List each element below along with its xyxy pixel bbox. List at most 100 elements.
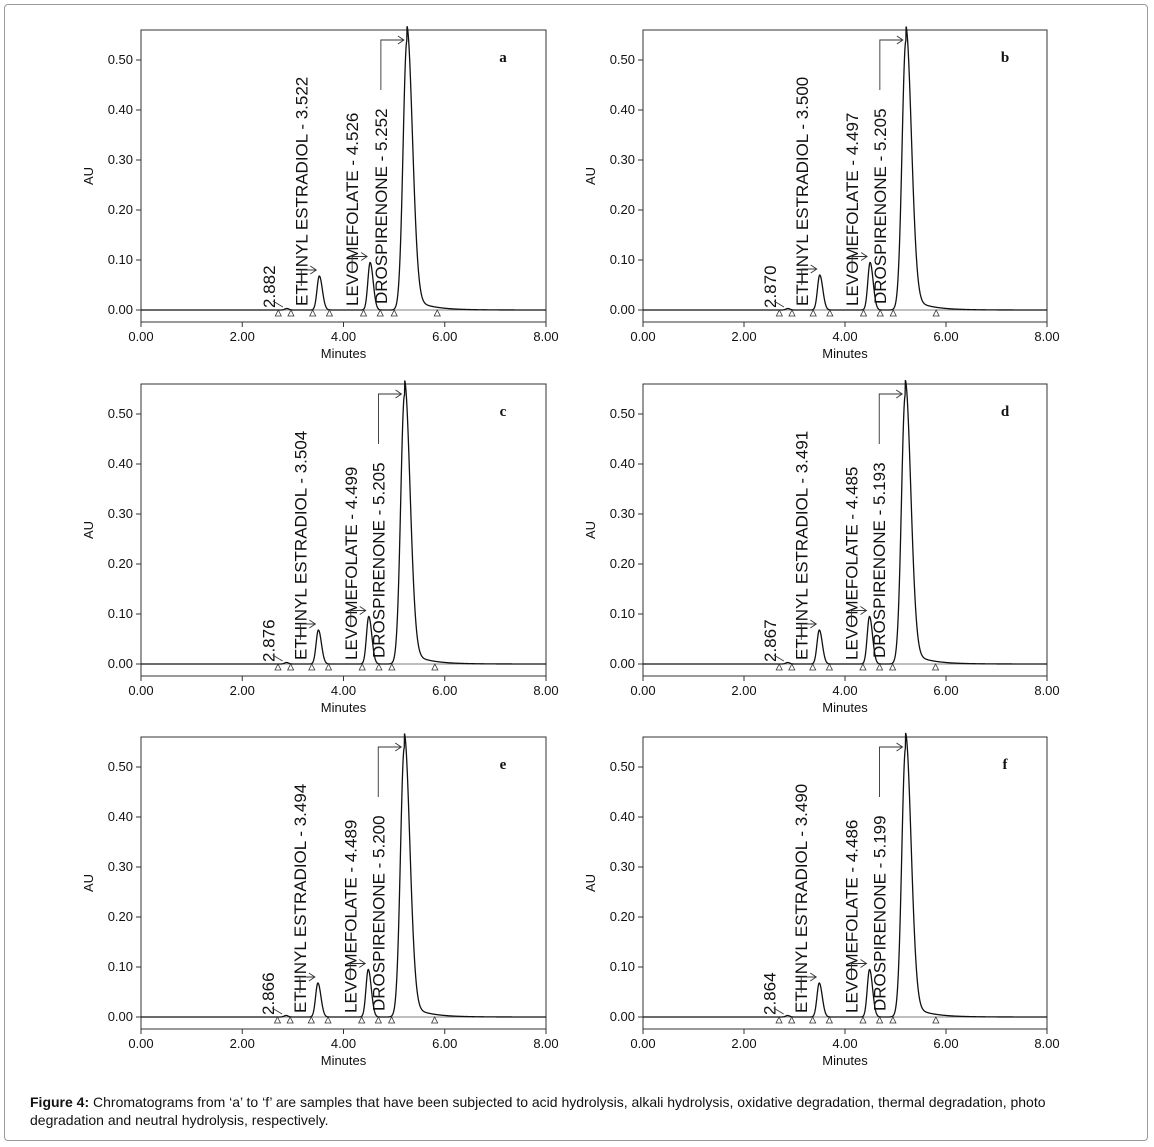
peak-leader bbox=[879, 39, 903, 90]
peak-leader bbox=[878, 393, 903, 444]
y-tick-label: 0.00 bbox=[610, 1009, 635, 1024]
integration-marker bbox=[888, 663, 897, 671]
integration-marker bbox=[358, 663, 366, 671]
peak-label: 2.866 bbox=[259, 972, 278, 1015]
x-tick-label: 0.00 bbox=[630, 329, 655, 344]
y-axis-title: AU bbox=[81, 521, 96, 539]
y-axis-title: AU bbox=[583, 167, 598, 185]
peak-leader bbox=[773, 654, 784, 662]
integration-marker bbox=[775, 663, 783, 671]
y-tick-label: 0.20 bbox=[610, 202, 635, 217]
peak-label: DROSPIRENONE - 5.205 bbox=[871, 108, 890, 304]
integration-marker bbox=[809, 309, 817, 317]
x-tick-label: 8.00 bbox=[533, 1036, 558, 1051]
x-tick-label: 4.00 bbox=[832, 683, 857, 698]
y-tick-label: 0.50 bbox=[610, 406, 635, 421]
x-tick-label: 6.00 bbox=[432, 683, 457, 698]
peak-leader bbox=[351, 256, 368, 273]
peak-arrow bbox=[810, 619, 818, 629]
integration-marker bbox=[859, 1016, 867, 1024]
y-tick-label: 0.00 bbox=[610, 302, 635, 317]
peak-arrow bbox=[395, 389, 403, 399]
peak-label: ETHINYL ESTRADIOL - 3.504 bbox=[291, 431, 310, 660]
integration-marker bbox=[375, 663, 383, 671]
y-tick-label: 0.10 bbox=[108, 959, 133, 974]
integration-marker bbox=[825, 1016, 833, 1024]
integration-marker bbox=[859, 663, 867, 671]
chart-panel-a: 0.00 0.10 0.20 0.30 0.40 0.50 0.00 2.00 4.00 6.00… bbox=[81, 26, 559, 361]
peak-arrow bbox=[896, 742, 904, 752]
integration-marker bbox=[387, 1016, 396, 1024]
peak-arrow bbox=[860, 252, 868, 261]
peak-leader bbox=[773, 300, 785, 308]
x-tick-label: 4.00 bbox=[832, 329, 857, 344]
y-tick-label: 0.10 bbox=[610, 252, 635, 267]
x-tick-label: 2.00 bbox=[230, 683, 255, 698]
chart-panel-b: 0.00 0.10 0.20 0.30 0.40 0.50 0.00 2.00 4.00 6.00… bbox=[583, 26, 1060, 361]
x-axis-title: Minutes bbox=[321, 346, 367, 361]
y-tick-label: 0.30 bbox=[108, 506, 133, 521]
y-tick-label: 0.40 bbox=[610, 456, 635, 471]
y-tick-label: 0.20 bbox=[108, 556, 133, 571]
y-tick-label: 0.20 bbox=[610, 909, 635, 924]
y-tick-label: 0.30 bbox=[610, 152, 635, 167]
integration-marker bbox=[286, 1016, 294, 1024]
y-tick-label: 0.30 bbox=[108, 859, 133, 874]
y-tick-label: 0.50 bbox=[610, 759, 635, 774]
chromatogram-trace bbox=[141, 380, 546, 665]
peak-arrow bbox=[359, 606, 367, 615]
panel-letter: d bbox=[1001, 404, 1010, 420]
integration-marker bbox=[274, 663, 282, 671]
integration-marker bbox=[324, 1016, 332, 1024]
x-tick-label: 8.00 bbox=[533, 683, 558, 698]
y-axis-title: AU bbox=[583, 874, 598, 892]
peak-label: LEVOMEFOLATE - 4.499 bbox=[342, 467, 361, 660]
x-tick-label: 6.00 bbox=[432, 1036, 457, 1051]
peak-leader bbox=[801, 268, 817, 285]
integration-marker bbox=[390, 309, 398, 317]
peak-arrow bbox=[809, 972, 818, 982]
x-tick-label: 6.00 bbox=[933, 1036, 958, 1051]
caption-text: Chromatograms from ‘a’ to ‘f’ are sample… bbox=[30, 1094, 1046, 1128]
y-tick-label: 0.20 bbox=[108, 202, 133, 217]
peak-label: LEVOMEFOLATE - 4.489 bbox=[341, 820, 360, 1013]
chart-panel-f: 0.00 0.10 0.20 0.30 0.40 0.50 0.00 2.00 4.00 6.00… bbox=[583, 732, 1060, 1068]
peak-leader bbox=[773, 1007, 784, 1015]
peak-label: ETHINYL ESTRADIOL - 3.500 bbox=[793, 77, 812, 306]
peak-label: DROSPIRENONE - 5.193 bbox=[870, 462, 889, 658]
peak-arrow bbox=[810, 264, 818, 274]
peak-arrow bbox=[896, 35, 904, 45]
x-tick-label: 0.00 bbox=[630, 1036, 655, 1051]
x-axis-title: Minutes bbox=[321, 1053, 367, 1068]
integration-marker bbox=[358, 1016, 366, 1024]
integration-marker bbox=[309, 309, 317, 317]
peak-label: DROSPIRENONE - 5.252 bbox=[372, 108, 391, 304]
peak-arrow bbox=[359, 959, 367, 968]
x-tick-label: 0.00 bbox=[128, 683, 153, 698]
y-tick-label: 0.30 bbox=[610, 859, 635, 874]
peak-label: DROSPIRENONE - 5.199 bbox=[871, 815, 890, 1011]
y-tick-label: 0.00 bbox=[108, 656, 133, 671]
y-tick-label: 0.20 bbox=[610, 556, 635, 571]
y-tick-label: 0.40 bbox=[610, 102, 635, 117]
peak-leader bbox=[300, 269, 317, 286]
panel-letter: c bbox=[500, 404, 507, 420]
panel-letter: e bbox=[500, 757, 507, 773]
integration-marker bbox=[875, 663, 884, 671]
integration-marker bbox=[788, 1016, 796, 1024]
x-tick-label: 2.00 bbox=[731, 683, 756, 698]
peak-arrow bbox=[860, 606, 868, 615]
integration-marker bbox=[273, 1016, 282, 1024]
integration-marker bbox=[324, 663, 333, 671]
peak-leader bbox=[350, 610, 366, 627]
integration-marker bbox=[307, 1016, 315, 1024]
peak-label: 2.867 bbox=[761, 619, 780, 662]
peak-leader bbox=[851, 610, 867, 627]
integration-marker bbox=[788, 663, 796, 671]
peak-leader bbox=[851, 256, 868, 273]
integration-marker bbox=[359, 309, 368, 317]
caption-label: Figure 4: bbox=[30, 1094, 90, 1110]
integration-marker bbox=[433, 309, 441, 317]
peak-label: ETHINYL ESTRADIOL - 3.490 bbox=[792, 784, 811, 1013]
